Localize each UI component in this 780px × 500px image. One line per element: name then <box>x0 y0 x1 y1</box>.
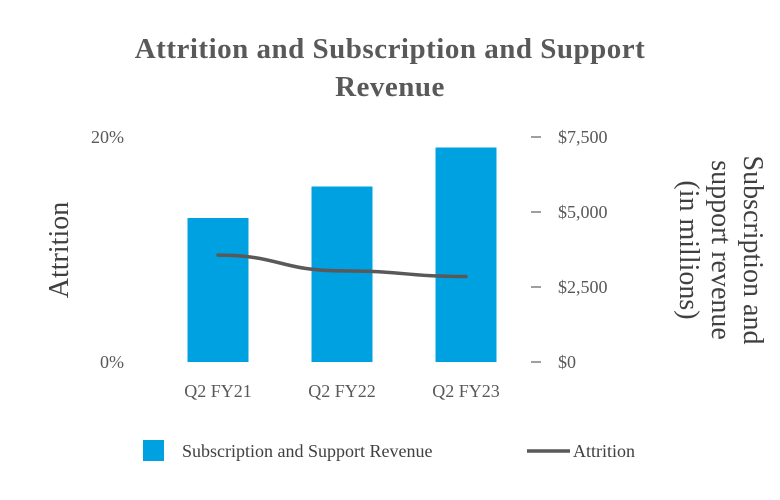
chart-title: Attrition and Subscription and Support R… <box>134 33 646 103</box>
bar-1 <box>187 218 249 362</box>
x-tick-label-2: Q2 FY22 <box>308 381 376 401</box>
bar-2 <box>311 186 373 362</box>
right-tick-label-1: $0 <box>558 352 576 372</box>
right-axis-title-line-2: support revenue <box>705 160 736 340</box>
right-axis-title-line-1: Subscription and <box>737 156 768 345</box>
x-tick-label-3: Q2 FY23 <box>432 381 500 401</box>
right-tick-label-4: $7,500 <box>558 127 608 147</box>
left-axis: 0% 20% <box>91 127 124 372</box>
bar-3 <box>435 147 497 362</box>
legend-label-revenue: Subscription and Support Revenue <box>182 441 432 461</box>
attrition-line <box>216 253 468 279</box>
right-axis: $0 $2,500 $5,000 $7,500 <box>531 127 608 372</box>
right-axis-title-line-3: (in millions) <box>673 180 704 319</box>
right-tick-label-2: $2,500 <box>558 277 608 297</box>
legend: Subscription and Support Revenue Attriti… <box>143 440 635 461</box>
right-axis-title: Subscription and support revenue (in mil… <box>673 156 768 345</box>
left-axis-title: Attrition <box>44 202 75 298</box>
legend-label-attrition: Attrition <box>573 441 635 461</box>
bar-series <box>187 147 497 362</box>
x-tick-label-1: Q2 FY21 <box>184 381 252 401</box>
left-tick-label-1: 0% <box>100 352 124 372</box>
line-series <box>216 253 468 279</box>
x-axis: Q2 FY21 Q2 FY22 Q2 FY23 <box>184 381 500 401</box>
right-tick-label-3: $5,000 <box>558 202 608 222</box>
left-tick-label-2: 20% <box>91 127 124 147</box>
legend-swatch-revenue <box>143 440 164 461</box>
